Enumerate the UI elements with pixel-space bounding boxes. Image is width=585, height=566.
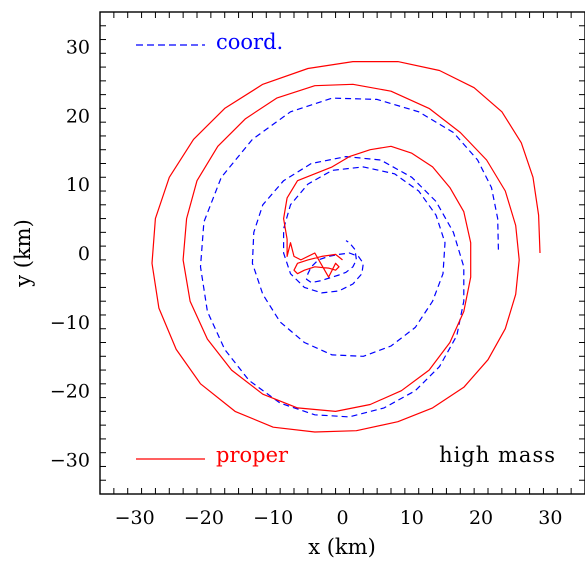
series-line-coord (199, 97, 499, 418)
legend-label-coord: coord. (216, 30, 283, 54)
y-tick-label: 0 (78, 243, 90, 265)
y-tick-label: 30 (66, 36, 90, 58)
plot-frame (99, 11, 585, 495)
y-tick-label: 10 (66, 174, 90, 196)
x-tick-label: 30 (538, 507, 562, 529)
x-tick-label: 0 (336, 507, 348, 529)
y-tick-label: 20 (66, 105, 90, 127)
series-line-proper (151, 61, 541, 433)
x-tick-label: −30 (115, 507, 155, 529)
y-tick-label: −30 (50, 450, 90, 472)
x-tick-label: 10 (400, 507, 424, 529)
high-mass-annotation: high mass (439, 443, 556, 467)
x-tick-label: −20 (184, 507, 224, 529)
series-layer (151, 61, 541, 433)
y-tick-label: −20 (50, 381, 90, 403)
x-tick-label: −10 (253, 507, 293, 529)
legend-label-proper: proper (216, 443, 289, 467)
x-axis-label: x (km) (308, 535, 376, 559)
y-axis-label: y (km) (11, 219, 35, 288)
tick-labels: −30 −20 −10 0 10 20 30 −30 −20 −10 0 10 20 30 (50, 36, 563, 529)
y-tick-label: −10 (50, 312, 90, 334)
x-tick-label: 20 (469, 507, 493, 529)
